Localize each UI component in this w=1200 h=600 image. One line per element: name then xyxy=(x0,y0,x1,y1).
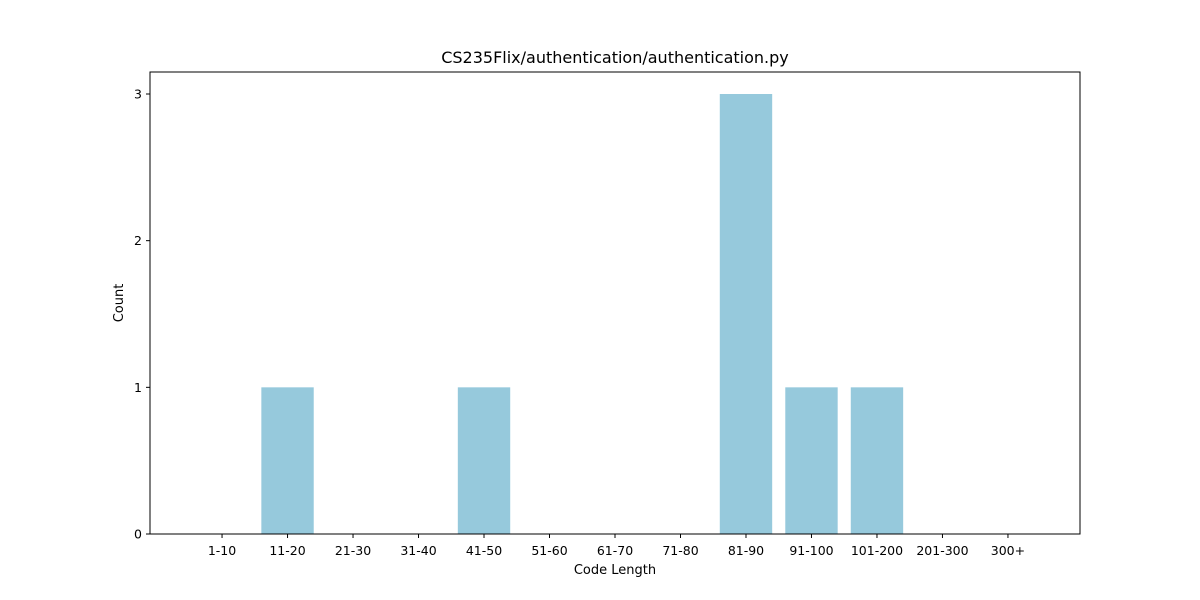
x-tick-label: 1-10 xyxy=(208,543,236,558)
y-tick-label: 1 xyxy=(134,380,142,395)
y-axis-ticks: 0 1 2 3 xyxy=(134,87,150,542)
x-tick-label: 61-70 xyxy=(597,543,633,558)
x-tick-label: 300+ xyxy=(991,543,1025,558)
y-tick-label: 3 xyxy=(134,87,142,102)
x-tick-label: 41-50 xyxy=(466,543,502,558)
bar-81-90 xyxy=(719,94,773,534)
x-tick-label: 51-60 xyxy=(531,543,567,558)
x-tick-label: 71-80 xyxy=(662,543,698,558)
bar-11-20 xyxy=(261,387,314,534)
bar-101-200 xyxy=(850,387,904,534)
y-tick-label: 0 xyxy=(134,527,142,542)
bars-layer xyxy=(261,94,904,534)
x-tick-label: 201-300 xyxy=(916,543,968,558)
x-tick-label: 31-40 xyxy=(400,543,436,558)
y-axis-label: Count xyxy=(112,284,127,323)
x-tick-label: 101-200 xyxy=(851,543,903,558)
chart-title: CS235Flix/authentication/authentication.… xyxy=(441,48,789,67)
x-tick-label: 81-90 xyxy=(728,543,764,558)
x-axis-label: Code Length xyxy=(574,563,656,578)
bar-91-100 xyxy=(785,387,838,534)
x-tick-label: 11-20 xyxy=(269,543,305,558)
bar-41-50 xyxy=(457,387,511,534)
y-tick-label: 2 xyxy=(134,233,142,248)
x-tick-label: 91-100 xyxy=(789,543,833,558)
x-tick-label: 21-30 xyxy=(335,543,371,558)
x-axis-ticks: 1-10 11-20 21-30 31-40 41-50 51-60 61-70 71-80 8… xyxy=(208,534,1025,558)
